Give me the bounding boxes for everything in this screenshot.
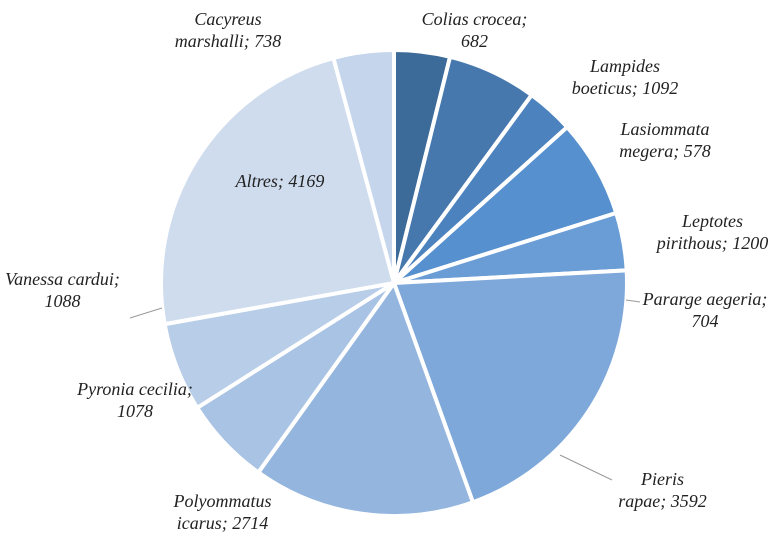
data-label: Lasiommata megera; 578: [619, 119, 711, 161]
data-label: Altres; 4169: [235, 171, 325, 191]
data-label: Polyommatus icarus; 2714: [173, 491, 272, 533]
data-label: Vanessa cardui; 1088: [5, 269, 120, 311]
leader-line: [559, 454, 613, 481]
pie-slice: [330, 47, 396, 284]
data-label: Pararge aegeria; 704: [642, 289, 768, 331]
data-label: Leptotes pirithous; 1200: [656, 211, 769, 253]
data-label: Cacyreus marshalli; 738: [174, 9, 282, 51]
pie-slice: [159, 55, 397, 327]
data-label: Pyronia cecilia; 1078: [77, 379, 193, 421]
leader-line: [625, 299, 641, 303]
data-label: Lampides boeticus; 1092: [571, 56, 679, 98]
leader-line: [129, 307, 163, 319]
pie-slice: [255, 278, 476, 518]
data-label: Pieris rapae; 3592: [618, 469, 707, 511]
data-label: Colias crocea; 682: [421, 9, 528, 51]
